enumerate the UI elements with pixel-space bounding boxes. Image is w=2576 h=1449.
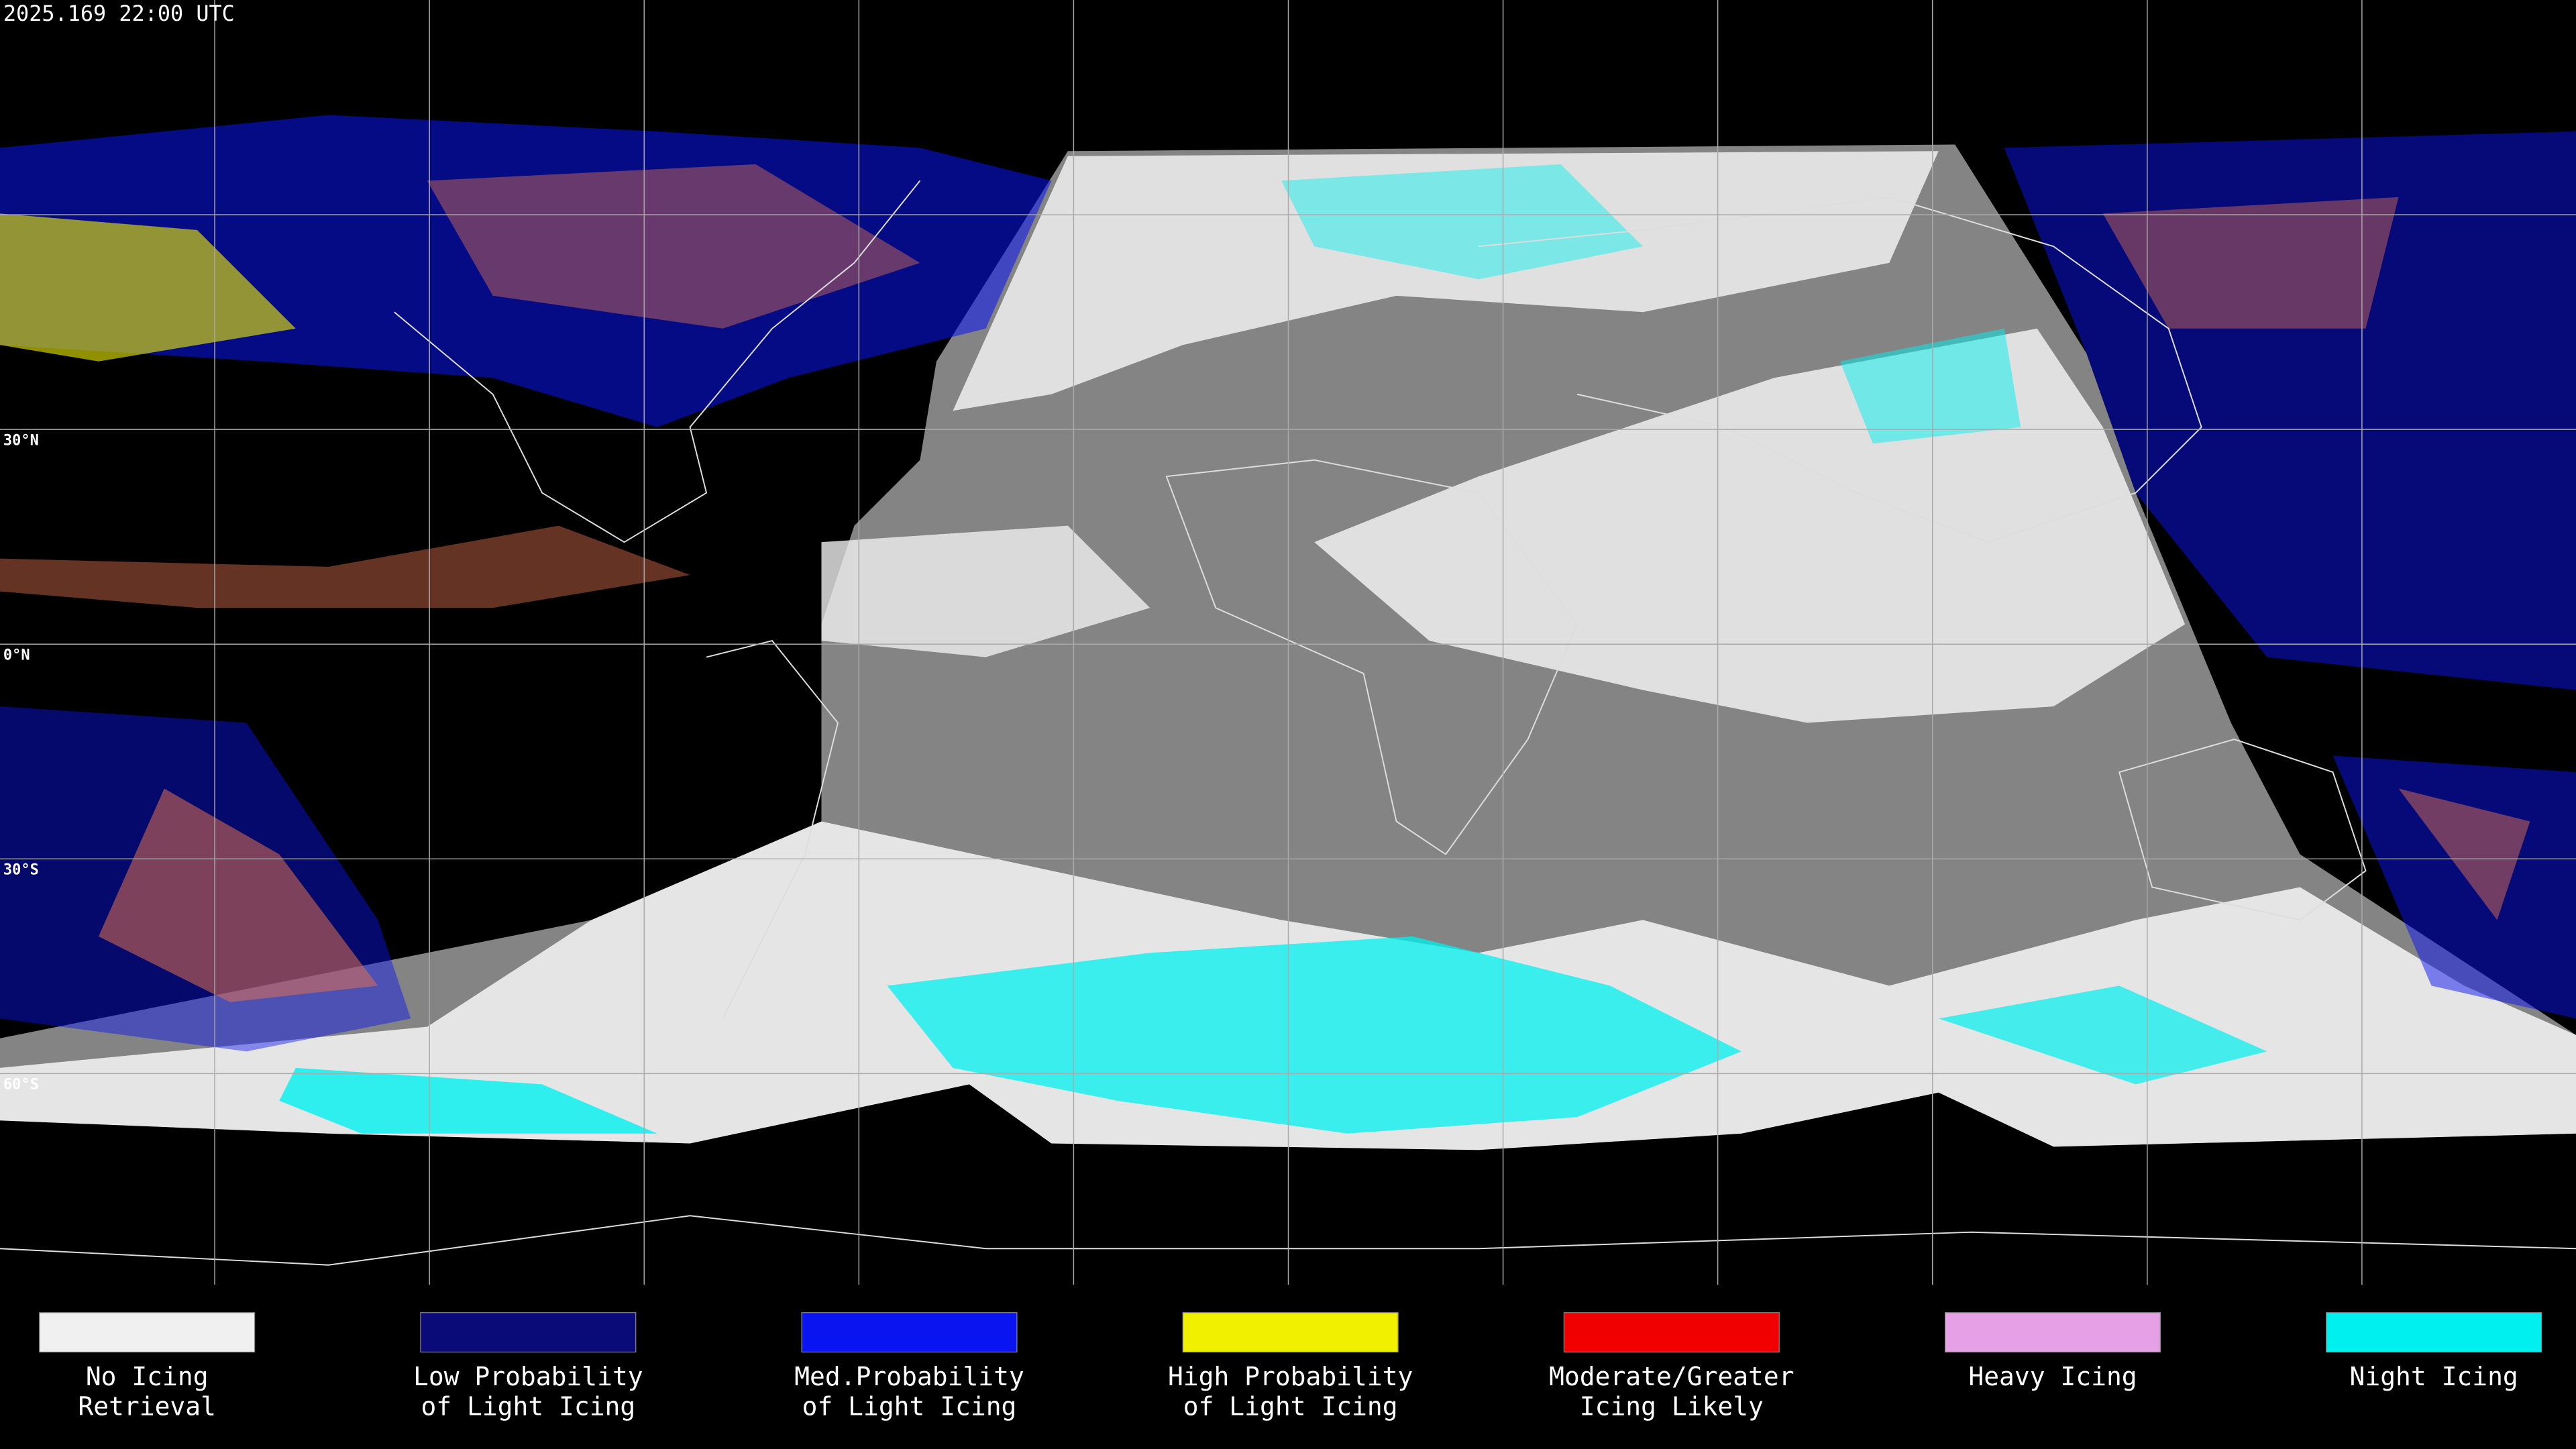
icing-region bbox=[2102, 197, 2399, 329]
latitude-label: 30°N bbox=[3, 432, 39, 449]
no-icing-region bbox=[953, 151, 1939, 411]
legend-label: of Light Icing bbox=[802, 1391, 1017, 1421]
icing-region bbox=[0, 213, 296, 362]
timestamp: 2025.169 22:00 UTC bbox=[3, 1, 235, 26]
legend-label: Low Probability bbox=[413, 1362, 643, 1391]
night-icing-region bbox=[1938, 985, 2267, 1085]
icing-region bbox=[0, 115, 1052, 427]
legend-swatch bbox=[39, 1312, 256, 1353]
legend-label: Retrieval bbox=[78, 1391, 216, 1421]
legend-label: of Light Icing bbox=[421, 1391, 635, 1421]
latitude-labels: 30°N 0°N 30°S 60°S bbox=[3, 432, 39, 1093]
latitude-label: 60°S bbox=[3, 1077, 39, 1093]
legend-label: of Light Icing bbox=[1183, 1391, 1398, 1421]
night-icing-region bbox=[279, 1067, 657, 1134]
icing-region bbox=[98, 788, 378, 1002]
legend-label: Heavy Icing bbox=[1968, 1362, 2137, 1391]
no-icing-region bbox=[821, 525, 1150, 657]
legend-swatch bbox=[801, 1312, 1018, 1353]
legend-label: No Icing bbox=[86, 1362, 209, 1391]
icing-region bbox=[427, 164, 920, 329]
legend-swatch bbox=[420, 1312, 637, 1353]
night-icing-region bbox=[1281, 164, 1643, 280]
legend-swatch bbox=[1563, 1312, 1780, 1353]
legend-label: Med.Probability bbox=[794, 1362, 1024, 1391]
legend-swatch bbox=[2326, 1312, 2542, 1353]
legend-label: Moderate/Greater bbox=[1549, 1362, 1794, 1391]
legend-swatch bbox=[1182, 1312, 1399, 1353]
latitude-label: 0°N bbox=[3, 647, 30, 663]
icing-region bbox=[2398, 788, 2530, 920]
night-icing-region bbox=[887, 936, 1741, 1134]
legend-swatch bbox=[1944, 1312, 2161, 1353]
night-icing-region bbox=[1839, 328, 2021, 444]
legend-label: Icing Likely bbox=[1580, 1391, 1764, 1421]
icing-region bbox=[0, 525, 690, 608]
legend-label: Night Icing bbox=[2350, 1362, 2518, 1391]
latitude-label: 30°S bbox=[3, 861, 39, 878]
legend-label: High Probability bbox=[1168, 1362, 1413, 1391]
coastlines bbox=[0, 180, 2576, 1266]
